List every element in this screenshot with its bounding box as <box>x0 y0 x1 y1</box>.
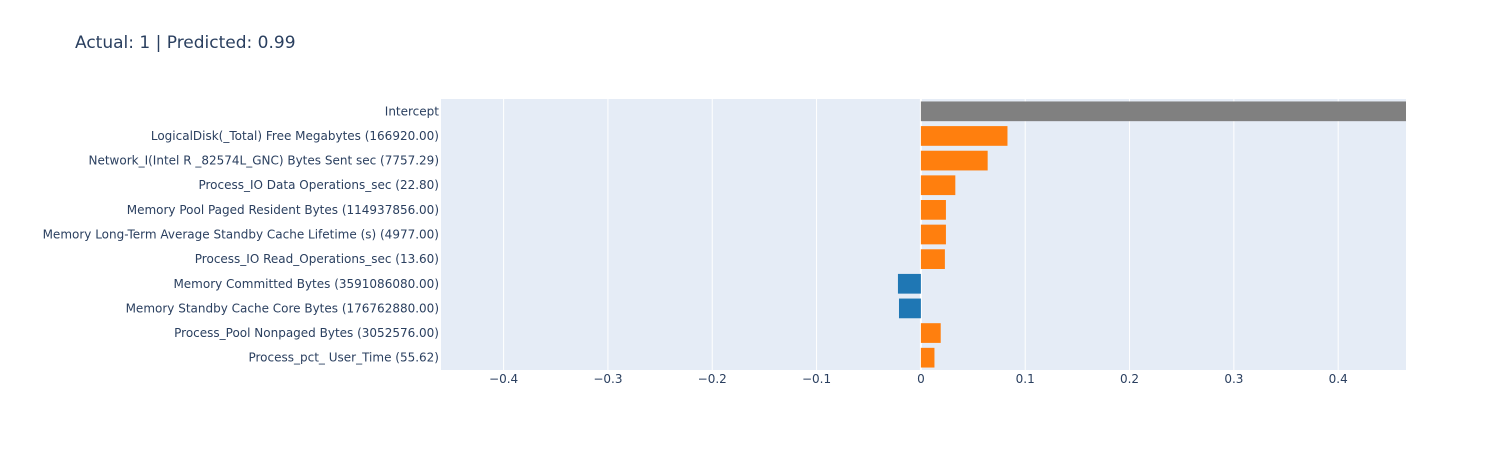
x-tick-labels: −0.4 −0.3 −0.2 −0.1 0 0.1 0.2 0.3 0.4 <box>489 372 1348 386</box>
bar-1[interactable] <box>920 126 1008 146</box>
y-tick-labels: Intercept LogicalDisk(_Total) Free Megaby… <box>43 104 440 364</box>
x-tick-label: 0.2 <box>1120 372 1139 386</box>
chart-title: Actual: 1 | Predicted: 0.99 <box>75 33 296 53</box>
y-tick-label: Process_pct_ User_Time (55.62) <box>248 351 439 365</box>
bar-3[interactable] <box>920 175 956 196</box>
x-tick-label: 0.1 <box>1016 372 1035 386</box>
y-tick-label: LogicalDisk(_Total) Free Megabytes (1669… <box>151 129 439 143</box>
x-tick-label: 0.3 <box>1224 372 1243 386</box>
bars <box>897 101 1406 368</box>
bar-9[interactable] <box>920 323 941 343</box>
bar-7[interactable] <box>897 273 921 294</box>
x-tick-label: −0.3 <box>593 372 622 386</box>
y-tick-label: Memory Committed Bytes (3591086080.00) <box>173 277 439 291</box>
y-tick-label: Process_Pool Nonpaged Bytes (3052576.00) <box>174 326 439 340</box>
bar-4[interactable] <box>920 200 946 220</box>
y-tick-label: Network_I(Intel R _82574L_GNC) Bytes Sen… <box>88 154 439 168</box>
x-tick-label: −0.1 <box>802 372 831 386</box>
bar-10[interactable] <box>920 347 935 368</box>
y-tick-label: Process_IO Read_Operations_sec (13.60) <box>195 252 439 266</box>
y-tick-label: Intercept <box>385 104 440 118</box>
x-tick-label: −0.2 <box>698 372 727 386</box>
bar-2[interactable] <box>920 150 988 171</box>
x-tick-label: 0 <box>917 372 925 386</box>
y-tick-label: Memory Standby Cache Core Bytes (1767628… <box>126 301 439 315</box>
y-tick-label: Memory Pool Paged Resident Bytes (114937… <box>127 203 439 217</box>
x-tick-label: −0.4 <box>489 372 518 386</box>
bar-6[interactable] <box>920 249 945 269</box>
y-tick-label: Process_IO Data Operations_sec (22.80) <box>198 178 439 192</box>
bar-intercept[interactable] <box>920 101 1406 122</box>
x-tick-label: 0.4 <box>1329 372 1348 386</box>
y-tick-label: Memory Long-Term Average Standby Cache L… <box>43 228 439 242</box>
bar-8[interactable] <box>898 298 921 319</box>
bar-5[interactable] <box>920 224 946 245</box>
